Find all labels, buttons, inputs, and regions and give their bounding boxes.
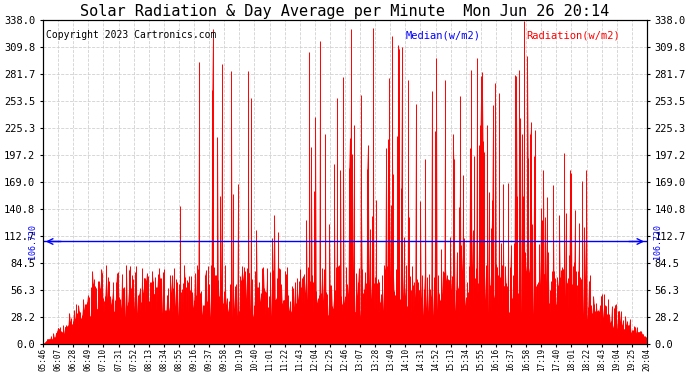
Text: Copyright 2023 Cartronics.com: Copyright 2023 Cartronics.com (46, 30, 217, 40)
Text: Median(w/m2): Median(w/m2) (406, 30, 480, 40)
Title: Solar Radiation & Day Average per Minute  Mon Jun 26 20:14: Solar Radiation & Day Average per Minute… (80, 4, 610, 19)
Text: Radiation(w/m2): Radiation(w/m2) (526, 30, 620, 40)
Text: 106.720: 106.720 (653, 224, 662, 259)
Text: 106.720: 106.720 (28, 224, 37, 259)
